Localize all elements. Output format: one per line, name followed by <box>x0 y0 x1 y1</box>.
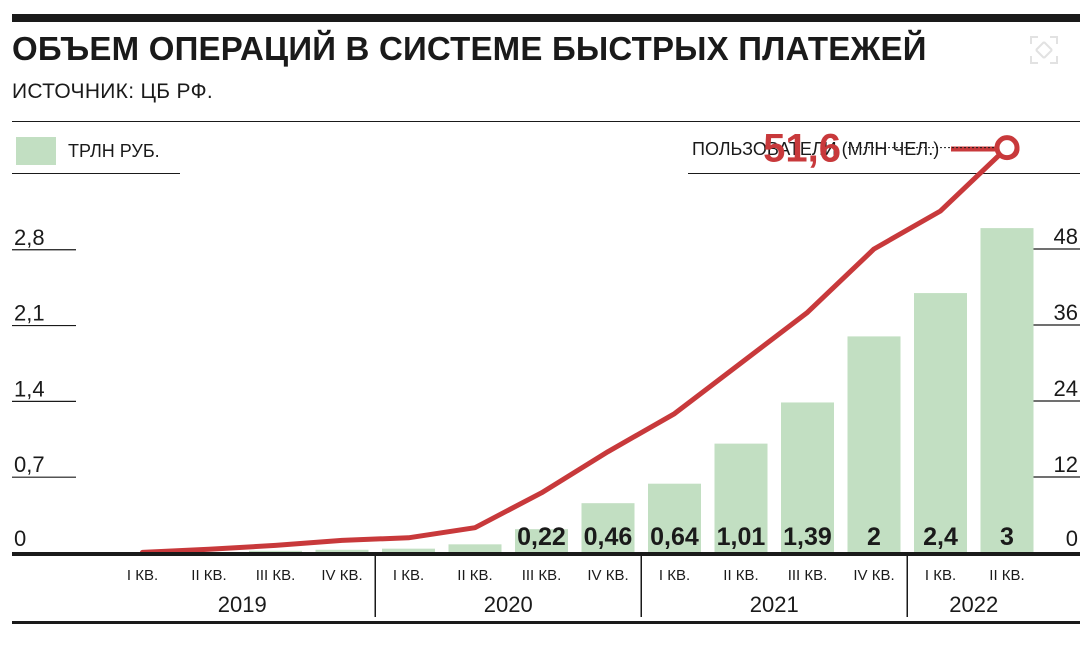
x-tick-label: III КВ. <box>256 567 296 584</box>
bar <box>714 443 768 553</box>
x-tick-label: IV КВ. <box>321 567 362 584</box>
y-left-tick-label: 0,7 <box>14 452 45 477</box>
line-end-label: 51,6 <box>763 127 841 171</box>
x-tick-label: IV КВ. <box>587 567 628 584</box>
page-title: ОБЪЕМ ОПЕРАЦИЙ В СИСТЕМЕ БЫСТРЫХ ПЛАТЕЖЕ… <box>12 30 927 67</box>
bar-value-label: 2 <box>867 523 881 551</box>
y-right-tick-label: 48 <box>1054 224 1078 249</box>
bottom-rule <box>12 621 1080 624</box>
y-right-tick-label: 24 <box>1054 376 1078 401</box>
bar <box>515 529 568 553</box>
bar <box>980 228 1034 553</box>
year-label: 2021 <box>750 592 799 617</box>
x-tick-label: I КВ. <box>393 567 424 584</box>
legend-bars: ТРЛН РУБ. <box>16 137 160 165</box>
legend-left-underline <box>12 173 180 174</box>
bar-value-label: 2,4 <box>923 523 958 551</box>
bar-value-label: 1,39 <box>783 523 832 551</box>
y-right-tick-label: 36 <box>1054 300 1078 325</box>
header-divider <box>12 121 1080 122</box>
bar <box>781 402 834 553</box>
legend-bar-swatch <box>16 137 56 165</box>
expand-arrows-icon[interactable] <box>1028 34 1060 66</box>
bar <box>648 483 701 553</box>
bar <box>315 549 369 553</box>
year-label: 2020 <box>484 592 533 617</box>
source-note: ИСТОЧНИК: ЦБ РФ. <box>12 80 213 103</box>
x-tick-label: I КВ. <box>659 567 690 584</box>
bar <box>847 336 901 553</box>
bar <box>382 548 435 553</box>
y-left-tick-label: 1,4 <box>14 376 45 401</box>
legend-line-label: ПОЛЬЗОВАТЕЛИ (МЛН ЧЕЛ.) <box>692 138 940 159</box>
top-rule <box>12 14 1080 22</box>
bar <box>249 550 302 553</box>
y-right-tick-label: 12 <box>1054 452 1078 477</box>
year-label: 2019 <box>218 592 267 617</box>
x-tick-label: III КВ. <box>522 567 562 584</box>
y-left-tick-label: 2,1 <box>14 301 45 326</box>
y-left-tick-label: 0 <box>14 526 26 551</box>
x-tick-label: III КВ. <box>788 567 828 584</box>
bar-value-label: 0,46 <box>584 523 633 551</box>
year-label: 2022 <box>949 592 998 617</box>
bar <box>448 544 502 553</box>
x-tick-label: II КВ. <box>989 567 1024 584</box>
y-left-tick-label: 2,8 <box>14 225 45 250</box>
x-tick-label: II КВ. <box>723 567 758 584</box>
bar-value-label: 0,64 <box>650 523 699 551</box>
bar-value-label: 1,01 <box>717 523 766 551</box>
legend-right-underline <box>688 173 1080 174</box>
bar-value-label: 0,22 <box>517 523 566 551</box>
line-end-marker <box>994 135 1020 161</box>
bar <box>914 293 967 553</box>
legend-bars-label: ТРЛН РУБ. <box>68 140 160 161</box>
users-line <box>140 145 1010 555</box>
x-tick-label: I КВ. <box>925 567 956 584</box>
x-tick-label: I КВ. <box>127 567 158 584</box>
x-tick-label: IV КВ. <box>853 567 894 584</box>
y-right-tick-label: 0 <box>1066 526 1078 551</box>
bar <box>581 503 635 553</box>
bar-value-label: 3 <box>1000 523 1014 551</box>
x-tick-label: II КВ. <box>457 567 492 584</box>
x-tick-label: II КВ. <box>191 567 226 584</box>
